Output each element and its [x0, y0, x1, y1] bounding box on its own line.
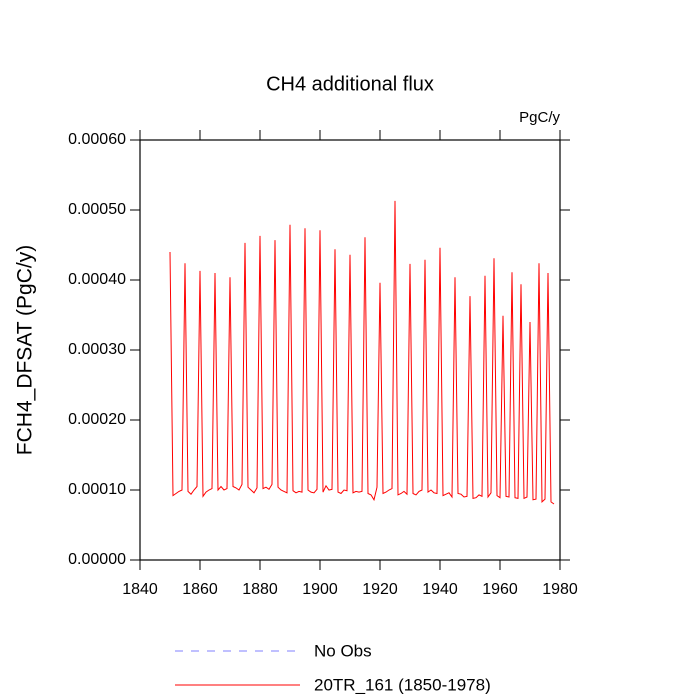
y-axis-label: FCH4_DFSAT (PgC/y) — [14, 245, 37, 455]
series-line — [169, 200, 555, 505]
x-tick-label: 1980 — [542, 581, 578, 598]
x-tick-label: 1860 — [182, 581, 218, 598]
x-tick-label: 1900 — [302, 581, 338, 598]
x-tick-label: 1960 — [482, 581, 518, 598]
y-tick-label: 0.00030 — [68, 341, 126, 358]
x-tick-label: 1940 — [422, 581, 458, 598]
legend-label: No Obs — [314, 641, 372, 660]
y-tick-label: 0.00000 — [68, 551, 126, 568]
y-tick-label: 0.00060 — [68, 131, 126, 148]
chart-title: CH4 additional flux — [266, 73, 434, 95]
y-tick-label: 0.00010 — [68, 481, 126, 498]
x-tick-label: 1880 — [242, 581, 278, 598]
units-label: PgC/y — [519, 109, 560, 126]
x-tick-label: 1920 — [362, 581, 398, 598]
y-tick-label: 0.00040 — [68, 271, 126, 288]
y-tick-label: 0.00020 — [68, 411, 126, 428]
legend-label: 20TR_161 (1850-1978) — [314, 675, 491, 694]
y-tick-label: 0.00050 — [68, 201, 126, 218]
x-tick-label: 1840 — [122, 581, 158, 598]
